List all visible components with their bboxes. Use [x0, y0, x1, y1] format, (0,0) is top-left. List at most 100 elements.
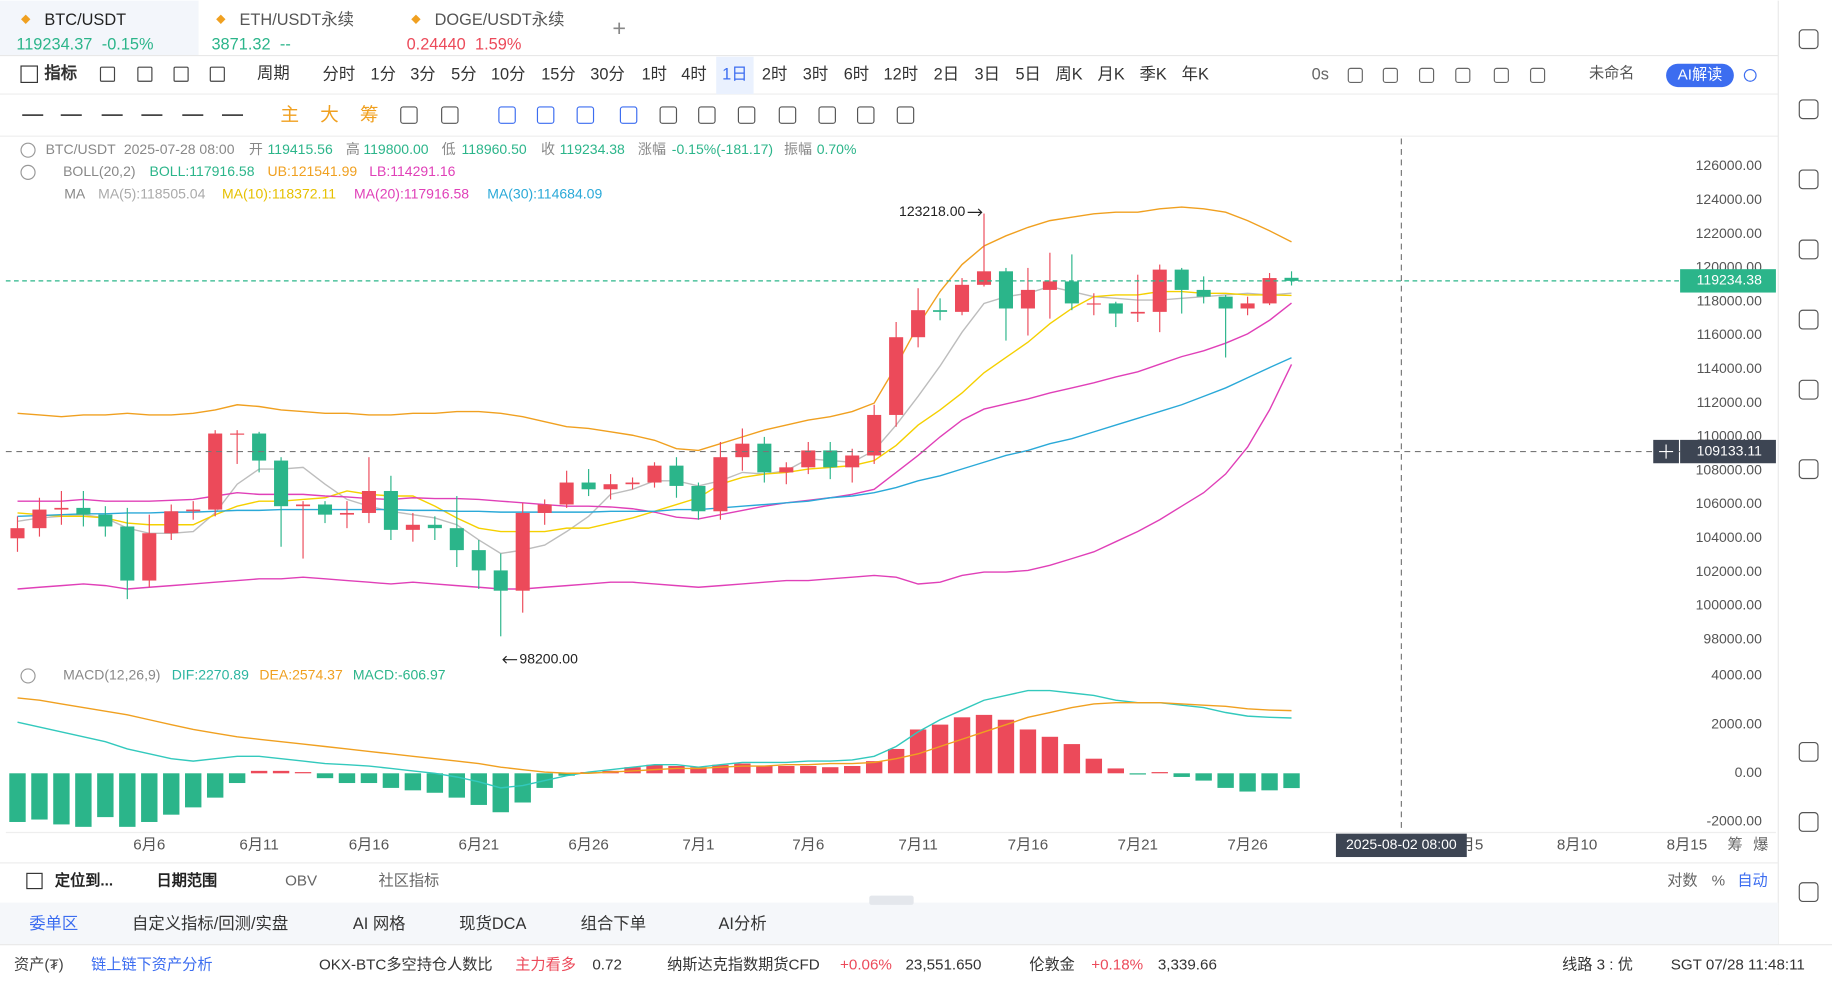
interval-button[interactable]: 1时: [642, 66, 667, 84]
collapse-icon[interactable]: [20, 142, 36, 158]
tab-symbol[interactable]: DOGE/USDT永续: [435, 11, 565, 29]
indicator-chip[interactable]: OBV: [285, 873, 318, 890]
sidebar-icon[interactable]: [1798, 741, 1819, 762]
indicator-button[interactable]: 指标: [44, 64, 77, 83]
macd-bar: [734, 763, 751, 774]
draw-tool[interactable]: [619, 106, 638, 124]
sidebar-icon[interactable]: [1798, 99, 1819, 120]
tab-change[interactable]: 1.59%: [475, 35, 521, 53]
community-button[interactable]: 社区指标: [379, 873, 440, 890]
interval-button[interactable]: 3分: [410, 66, 435, 84]
draw-tool[interactable]: [576, 106, 595, 124]
interval-button[interactable]: 6时: [844, 66, 869, 84]
tool-icon[interactable]: [1347, 67, 1363, 83]
interval-button[interactable]: 2日: [934, 66, 959, 84]
sidebar-icon[interactable]: [1798, 239, 1819, 260]
date-range-button[interactable]: 日期范围: [157, 872, 218, 890]
candle-body: [1152, 269, 1167, 312]
interval-button[interactable]: 5日: [1015, 66, 1040, 84]
locate-button[interactable]: 定位到...: [55, 872, 113, 890]
sidebar-icon[interactable]: [1798, 29, 1819, 50]
tool-icon[interactable]: [1455, 67, 1471, 83]
draw-tool[interactable]: [737, 106, 756, 124]
axis-icon[interactable]: 筹: [1727, 836, 1742, 853]
draw-tool[interactable]: 大: [320, 104, 339, 125]
interval-button[interactable]: 1日: [722, 66, 747, 84]
bottom-tab[interactable]: 委单区: [29, 915, 78, 933]
draw-tool[interactable]: [498, 106, 516, 124]
sidebar-icon[interactable]: [1798, 309, 1819, 330]
bottom-tab[interactable]: AI分析: [719, 915, 767, 933]
draw-tool[interactable]: 主: [280, 104, 299, 125]
interval-button[interactable]: 周K: [1055, 66, 1082, 84]
calendar-icon[interactable]: [26, 872, 43, 890]
draw-tool[interactable]: 筹: [360, 104, 379, 125]
tool-icon[interactable]: [173, 66, 189, 82]
interval-button[interactable]: 分时: [322, 66, 355, 84]
tab-price[interactable]: 119234.37: [16, 35, 92, 53]
sidebar-icon[interactable]: [1798, 379, 1819, 400]
interval-button[interactable]: 4时: [681, 66, 706, 84]
bottom-tab[interactable]: 自定义指标/回测/实盘: [132, 914, 288, 933]
tab-symbol[interactable]: ETH/USDT永续: [240, 11, 354, 29]
draw-tool[interactable]: [896, 106, 915, 124]
macd-bar: [75, 773, 92, 827]
sidebar-icon[interactable]: [1798, 812, 1819, 832]
sidebar-icon[interactable]: [1798, 459, 1819, 480]
interval-active-bg[interactable]: [716, 56, 754, 95]
tool-icon[interactable]: [209, 66, 225, 82]
share-icon[interactable]: [1743, 68, 1757, 82]
status-item[interactable]: 链上链下资产分析: [91, 957, 212, 974]
interval-button[interactable]: 2时: [762, 66, 787, 84]
tool-icon[interactable]: [1529, 67, 1546, 83]
tool-icon[interactable]: [137, 66, 153, 82]
ai-button-bg[interactable]: [1666, 63, 1734, 88]
crosshair-plus[interactable]: [1659, 444, 1674, 459]
tab-symbol[interactable]: BTC/USDT: [44, 11, 126, 29]
draw-tool[interactable]: [441, 106, 459, 124]
interval-button[interactable]: 3日: [975, 66, 1000, 84]
period-button[interactable]: 周期: [257, 65, 290, 83]
log-toggle[interactable]: 对数: [1667, 873, 1697, 890]
tool-icon[interactable]: [99, 66, 116, 82]
collapse-icon[interactable]: [20, 668, 36, 684]
interval-button[interactable]: 1分: [371, 66, 396, 84]
interval-button[interactable]: 3时: [803, 66, 828, 84]
sidebar-icon[interactable]: [1798, 882, 1819, 903]
interval-button[interactable]: 12时: [884, 66, 919, 84]
interval-button[interactable]: 年K: [1182, 66, 1209, 84]
bottom-tab[interactable]: 组合下单: [581, 915, 646, 933]
tool-icon[interactable]: [1382, 67, 1398, 83]
tab-price[interactable]: 0.24440: [407, 35, 466, 53]
draw-tool[interactable]: [818, 106, 836, 124]
tab-change[interactable]: --: [280, 35, 291, 53]
interval-button[interactable]: 15分: [541, 66, 576, 84]
draw-tool[interactable]: [778, 106, 797, 124]
auto-toggle[interactable]: 自动: [1737, 873, 1767, 890]
interval-button[interactable]: 月K: [1097, 66, 1124, 84]
tool-icon[interactable]: [1493, 67, 1509, 83]
ai-button[interactable]: AI解读: [1678, 66, 1723, 83]
collapse-icon[interactable]: [20, 164, 36, 180]
interval-button[interactable]: 季K: [1140, 66, 1167, 84]
bottom-tab[interactable]: 现货DCA: [459, 915, 526, 933]
resize-handle[interactable]: [869, 895, 914, 905]
interval-button[interactable]: 30分: [590, 66, 625, 84]
layout-name[interactable]: 未命名: [1589, 64, 1635, 82]
draw-tool[interactable]: [536, 106, 555, 124]
tab-price[interactable]: 3871.32: [211, 35, 270, 53]
draw-tool[interactable]: [400, 106, 418, 124]
draw-tool[interactable]: [698, 106, 716, 124]
percent-toggle[interactable]: %: [1712, 873, 1725, 890]
indicator-icon[interactable]: [20, 65, 38, 83]
sidebar-icon[interactable]: [1798, 169, 1819, 190]
tab-change[interactable]: -0.15%: [102, 35, 154, 53]
axis-icon[interactable]: 爆: [1753, 835, 1768, 853]
interval-button[interactable]: 5分: [451, 66, 476, 84]
add-tab[interactable]: +: [612, 15, 626, 41]
bottom-tab[interactable]: AI 网格: [353, 915, 406, 933]
draw-tool[interactable]: [856, 106, 875, 124]
interval-button[interactable]: 10分: [491, 66, 526, 84]
tool-icon[interactable]: [1418, 67, 1435, 83]
draw-tool[interactable]: [659, 106, 678, 124]
